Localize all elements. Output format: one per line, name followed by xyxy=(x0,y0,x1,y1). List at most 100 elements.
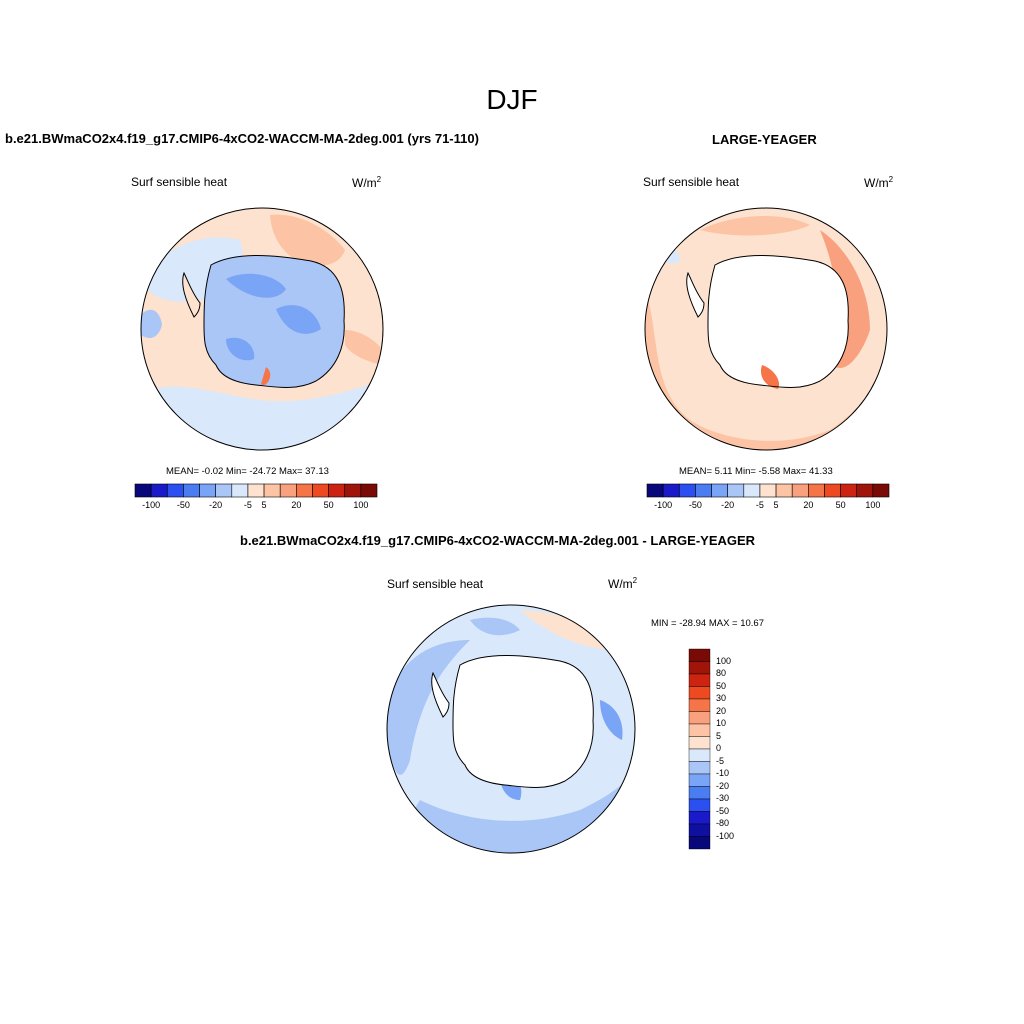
colorbar-swatch xyxy=(791,483,809,498)
colorbar-tick-label: 50 xyxy=(323,500,334,510)
map2-colorbar xyxy=(646,483,890,498)
colorbar-swatch xyxy=(688,836,711,850)
map3-colorbar xyxy=(688,648,711,850)
colorbar-tick-label: -10 xyxy=(716,768,730,778)
colorbar-swatch xyxy=(215,483,233,498)
panel1-stats: MEAN= -0.02 Min= -24.72 Max= 37.13 xyxy=(166,466,329,477)
colorbar-tick-label: -80 xyxy=(716,818,730,828)
colorbar-tick-label: -20 xyxy=(721,500,735,510)
colorbar-swatch xyxy=(759,483,777,498)
colorbar-swatch xyxy=(360,483,378,498)
colorbar-swatch xyxy=(688,648,711,662)
panel1-variable: Surf sensible heat xyxy=(131,175,228,189)
colorbar-swatch xyxy=(312,483,329,498)
colorbar-tick-label: -5 xyxy=(243,500,252,510)
colorbar-swatch xyxy=(344,483,362,498)
colorbar-swatch xyxy=(688,673,711,687)
colorbar-swatch xyxy=(678,483,696,498)
colorbar-swatch xyxy=(150,483,168,498)
colorbar-swatch xyxy=(688,711,711,725)
panel3-title: b.e21.BWmaCO2x4.f19_g17.CMIP6-4xCO2-WACC… xyxy=(240,533,756,548)
colorbar-tick-label: 20 xyxy=(716,705,727,716)
colorbar-swatch xyxy=(872,483,890,498)
colorbar-swatch xyxy=(166,483,184,498)
colorbar-tick-label: -100 xyxy=(142,500,161,510)
panel1-units: W/m2 xyxy=(352,175,382,190)
colorbar-tick-label: -100 xyxy=(654,500,673,510)
colorbar-swatch xyxy=(688,698,711,712)
map1-colorbar xyxy=(134,483,378,498)
colorbar-tick-label: -50 xyxy=(716,805,730,816)
colorbar-swatch xyxy=(688,723,711,737)
colorbar-swatch xyxy=(808,483,825,498)
colorbar-swatch xyxy=(688,661,711,675)
colorbar-swatch xyxy=(247,483,265,498)
colorbar-swatch xyxy=(688,798,711,812)
colorbar-swatch xyxy=(688,773,711,787)
colorbar-swatch xyxy=(688,823,711,837)
colorbar-swatch xyxy=(662,483,680,498)
colorbar-tick-label: 10 xyxy=(716,718,727,728)
colorbar-tick-label: -100 xyxy=(716,830,735,841)
panel3-stats: MIN = -28.94 MAX = 10.67 xyxy=(651,618,765,629)
colorbar-tick-label: -20 xyxy=(716,780,730,791)
colorbar-swatch xyxy=(711,483,728,498)
colorbar-swatch xyxy=(775,483,793,498)
colorbar-swatch xyxy=(199,483,216,498)
panel2-units: W/m2 xyxy=(864,175,894,190)
map2 xyxy=(645,208,887,450)
colorbar-tick-label: 5 xyxy=(261,500,267,510)
colorbar-swatch xyxy=(695,483,712,498)
colorbar-tick-label: 20 xyxy=(803,500,814,510)
colorbar-swatch xyxy=(824,483,841,498)
colorbar-swatch xyxy=(328,483,346,498)
colorbar-tick-label: -30 xyxy=(716,793,730,803)
colorbar-tick-label: 50 xyxy=(835,500,846,510)
colorbar-tick-label: 80 xyxy=(716,668,727,678)
colorbar-tick-label: 30 xyxy=(716,693,727,703)
colorbar-tick-label: -5 xyxy=(716,755,725,766)
colorbar-tick-label: -5 xyxy=(755,500,764,510)
season-title: DJF xyxy=(486,84,538,115)
colorbar-tick-label: 100 xyxy=(865,500,881,510)
map1-border xyxy=(140,207,384,451)
colorbar-swatch xyxy=(688,786,711,800)
colorbar-swatch xyxy=(183,483,200,498)
panel3-variable: Surf sensible heat xyxy=(387,577,484,591)
colorbar-tick-label: -20 xyxy=(209,500,223,510)
colorbar-swatch xyxy=(688,761,711,775)
colorbar-swatch xyxy=(263,483,281,498)
colorbar-swatch xyxy=(727,483,745,498)
colorbar-swatch xyxy=(743,483,761,498)
colorbar-swatch xyxy=(688,811,711,825)
panel3-units: W/m2 xyxy=(608,576,638,591)
map2-border xyxy=(644,207,888,451)
colorbar-swatch xyxy=(296,483,313,498)
colorbar-swatch xyxy=(840,483,858,498)
colorbar-tick-label: -50 xyxy=(688,500,702,510)
colorbar-tick-label: 0 xyxy=(716,743,722,753)
colorbar-tick-label: 50 xyxy=(716,680,727,691)
colorbar-tick-label: 20 xyxy=(291,500,302,510)
panel2-title: LARGE-YEAGER xyxy=(712,132,817,147)
colorbar-swatch xyxy=(134,483,152,498)
colorbar-swatch xyxy=(231,483,249,498)
colorbar-swatch xyxy=(279,483,297,498)
panel2-stats: MEAN= 5.11 Min= -5.58 Max= 41.33 xyxy=(679,466,833,477)
panel2-variable: Surf sensible heat xyxy=(643,175,740,189)
colorbar-tick-label: 100 xyxy=(716,655,732,666)
colorbar-tick-label: 100 xyxy=(353,500,369,510)
colorbar-tick-label: 5 xyxy=(773,500,779,510)
map3 xyxy=(387,605,635,853)
colorbar-swatch xyxy=(688,736,711,750)
colorbar-swatch xyxy=(856,483,874,498)
map1 xyxy=(141,208,383,450)
panel1-title: b.e21.BWmaCO2x4.f19_g17.CMIP6-4xCO2-WACC… xyxy=(5,131,479,146)
colorbar-swatch xyxy=(646,483,664,498)
colorbar-swatch xyxy=(688,686,711,700)
colorbar-swatch xyxy=(688,748,711,762)
colorbar-tick-label: 5 xyxy=(716,730,722,741)
colorbar-tick-label: -50 xyxy=(176,500,190,510)
